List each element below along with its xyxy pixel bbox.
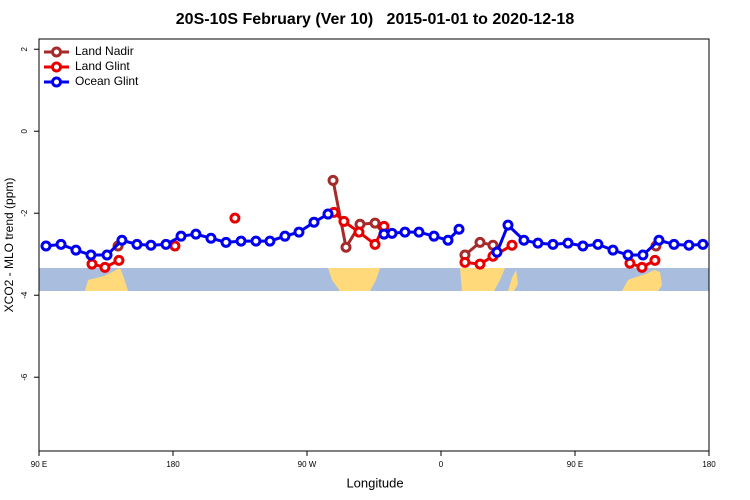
x-tick-label: 90 E [31, 460, 47, 469]
point [683, 239, 695, 251]
land-mass [460, 268, 505, 291]
point [338, 215, 350, 227]
point [116, 234, 128, 246]
x-axis-label: Longitude [346, 475, 403, 490]
land-mass [328, 268, 380, 291]
plot-frame [38, 38, 710, 452]
point [649, 254, 661, 266]
point [442, 234, 454, 246]
point [308, 216, 320, 228]
point [474, 236, 486, 248]
point [607, 244, 619, 256]
point [86, 258, 98, 270]
point [220, 236, 232, 248]
y-axis-label: XCO2 - MLO trend (ppm) [2, 178, 16, 313]
x-tick-label: 180 [166, 460, 180, 469]
legend-label: Land Glint [75, 59, 130, 73]
legend-marker [51, 46, 62, 58]
point [40, 240, 52, 252]
point [99, 261, 111, 273]
point [518, 234, 530, 246]
point [353, 226, 365, 238]
point [264, 235, 276, 247]
point [235, 235, 247, 247]
point [637, 249, 649, 261]
point [474, 258, 486, 270]
legend-label: Land Nadir [75, 44, 134, 58]
y-tick-label: 2 [20, 46, 29, 51]
land-mass [85, 268, 128, 291]
point [70, 244, 82, 256]
point [428, 230, 440, 242]
point [131, 238, 143, 250]
x-tick-label: 0 [439, 460, 444, 469]
legend-marker [51, 76, 62, 88]
x-tick-label: 180 [702, 460, 716, 469]
point [369, 217, 381, 229]
point [453, 223, 465, 235]
x-tick-label: 90 W [298, 460, 317, 469]
chart-title: 20S-10S February (Ver 10) 2015-01-01 to … [176, 11, 575, 28]
point [229, 212, 241, 224]
map-strip [39, 268, 709, 291]
legend-marker [51, 61, 62, 73]
point [622, 249, 634, 261]
point [547, 238, 559, 250]
point [386, 227, 398, 239]
point [55, 238, 67, 250]
point [293, 226, 305, 238]
point [169, 240, 181, 252]
point [592, 238, 604, 250]
point [502, 219, 514, 231]
point [85, 249, 97, 261]
point [340, 241, 352, 253]
point [653, 234, 665, 246]
land-mass [508, 270, 518, 291]
point [577, 240, 589, 252]
point [369, 238, 381, 250]
x-tick-label: 90 E [567, 460, 583, 469]
land-mass [622, 270, 662, 291]
point [399, 226, 411, 238]
point [459, 256, 471, 268]
point [697, 238, 709, 250]
y-tick-label: 0 [20, 128, 29, 133]
point [668, 238, 680, 250]
point [279, 230, 291, 242]
point [413, 226, 425, 238]
point [532, 237, 544, 249]
point [160, 238, 172, 250]
point [145, 239, 157, 251]
point [491, 246, 503, 258]
point [250, 235, 262, 247]
point [113, 254, 125, 266]
point [101, 249, 113, 261]
point [562, 237, 574, 249]
y-tick-label: -2 [20, 209, 29, 217]
point [636, 261, 648, 273]
point [506, 239, 518, 251]
point [190, 228, 202, 240]
point [205, 232, 217, 244]
y-tick-label: -4 [20, 291, 29, 299]
y-tick-label: -6 [20, 373, 29, 381]
point [327, 174, 339, 186]
legend-label: Ocean Glint [75, 74, 139, 88]
point [175, 230, 187, 242]
point [322, 208, 334, 220]
